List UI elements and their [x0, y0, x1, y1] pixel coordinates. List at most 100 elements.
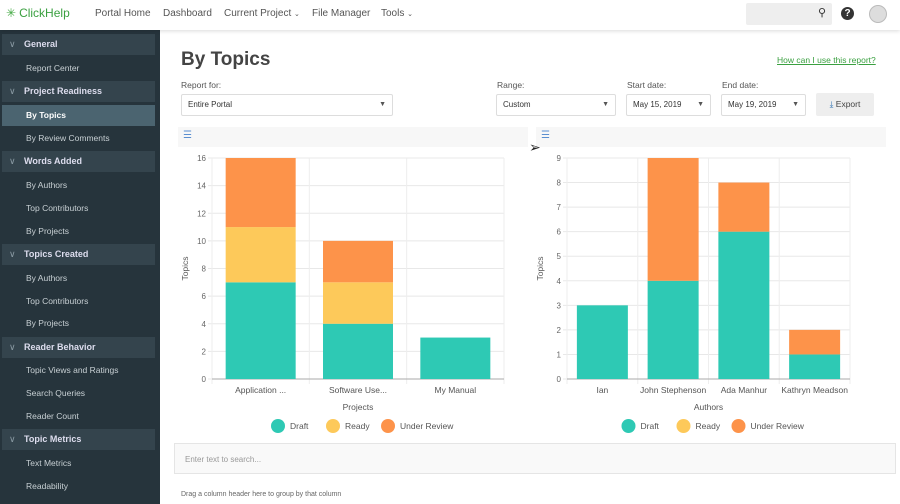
- clickhelp-logo[interactable]: ✳ ClickHelp: [6, 6, 70, 20]
- bar-draft: [225, 282, 296, 379]
- start-date-picker[interactable]: May 15, 2019 ▼: [626, 94, 711, 116]
- grid-search-input[interactable]: Enter text to search...: [174, 443, 896, 474]
- top-bar: ✳ ClickHelp Portal Home Dashboard Current…: [0, 0, 900, 30]
- chart-toolbar-projects: ☰: [178, 127, 528, 147]
- dropdown-arrow-icon: ▼: [379, 101, 386, 108]
- sidebar: General Report Center Project Readiness By …: [0, 30, 160, 504]
- legend-label: Draft: [641, 421, 660, 431]
- bar-under-review: [718, 182, 770, 232]
- legend-label: Under Review: [751, 421, 805, 431]
- y-axis-title: Topics: [535, 256, 545, 280]
- y-tick-label: 4: [557, 277, 562, 286]
- sidebar-item-by-authors[interactable]: By Authors: [26, 180, 68, 190]
- report-for-label: Report for:: [181, 80, 222, 90]
- sidebar-section-reader-behavior[interactable]: Reader Behavior: [2, 337, 155, 358]
- y-tick-label: 14: [197, 182, 206, 191]
- sidebar-item-by-authors[interactable]: By Authors: [26, 273, 68, 283]
- sidebar-section-words-added[interactable]: Words Added: [2, 151, 155, 172]
- help-icon[interactable]: ?: [841, 7, 854, 20]
- chevron-down-icon: ⌄: [407, 11, 414, 18]
- legend-marker: [676, 419, 691, 433]
- range-select[interactable]: Custom ▼: [496, 94, 616, 116]
- list-icon[interactable]: ☰: [183, 130, 192, 141]
- sidebar-item-top-contributors[interactable]: Top Contributors: [26, 296, 89, 306]
- nav-portal-home[interactable]: Portal Home: [95, 8, 151, 19]
- bar-draft: [576, 305, 628, 379]
- avatar[interactable]: [869, 5, 887, 23]
- y-tick-label: 1: [557, 350, 562, 359]
- sidebar-item-by-review-comments[interactable]: By Review Comments: [26, 133, 110, 143]
- end-date-picker[interactable]: May 19, 2019 ▼: [721, 94, 806, 116]
- logo-icon: ✳: [6, 6, 17, 20]
- legend-label: Draft: [290, 421, 309, 431]
- end-date-label: End date:: [722, 80, 759, 90]
- legend-marker: [271, 419, 285, 433]
- y-tick-label: 4: [202, 320, 207, 329]
- bar-draft: [647, 280, 699, 379]
- dropdown-arrow-icon: ▼: [792, 101, 799, 108]
- x-tick-label: Ada Manhur: [721, 385, 767, 395]
- legend-label: Ready: [696, 421, 721, 431]
- y-tick-label: 9: [557, 154, 562, 163]
- search-icon[interactable]: ⚲: [817, 7, 826, 19]
- sidebar-item-reader-count[interactable]: Reader Count: [26, 411, 79, 421]
- y-tick-label: 16: [197, 154, 206, 163]
- sidebar-item-topic-views-and-ratings[interactable]: Topic Views and Ratings: [26, 365, 119, 375]
- sidebar-item-report-center[interactable]: Report Center: [26, 63, 80, 73]
- search-input[interactable]: ⚲: [746, 3, 832, 25]
- sidebar-item-readability[interactable]: Readability: [26, 481, 69, 491]
- bar-draft: [718, 231, 770, 379]
- report-for-select[interactable]: Entire Portal ▼: [181, 94, 393, 116]
- group-by-hint: Drag a column header here to group by th…: [181, 491, 342, 498]
- sidebar-section-general[interactable]: General: [2, 34, 155, 55]
- nav-dashboard[interactable]: Dashboard: [163, 8, 212, 19]
- y-tick-label: 2: [557, 326, 562, 335]
- y-tick-label: 8: [202, 265, 207, 274]
- sidebar-item-search-queries[interactable]: Search Queries: [26, 388, 86, 398]
- bar-under-review: [225, 158, 296, 228]
- chart-toolbar-authors: ☰: [536, 127, 886, 147]
- sidebar-section-topic-metrics[interactable]: Topic Metrics: [2, 429, 155, 450]
- x-tick-label: Software Use...: [329, 385, 387, 395]
- y-tick-label: 2: [202, 347, 207, 356]
- bar-draft: [420, 337, 491, 379]
- legend-marker: [326, 419, 340, 433]
- chevron-down-icon: ⌄: [294, 11, 300, 18]
- range-label: Range:: [497, 80, 525, 90]
- x-tick-label: John Stephenson: [640, 385, 706, 395]
- sidebar-item-by-projects[interactable]: By Projects: [26, 226, 69, 236]
- bar-under-review: [789, 329, 841, 355]
- y-tick-label: 12: [197, 209, 206, 218]
- x-axis-title: Projects: [343, 402, 374, 412]
- nav-tools[interactable]: Tools ⌄: [381, 8, 414, 19]
- y-axis-title: Topics: [180, 256, 190, 280]
- sidebar-item-by-projects[interactable]: By Projects: [26, 318, 69, 328]
- help-link[interactable]: How can I use this report?: [777, 55, 876, 65]
- x-tick-label: Kathryn Meadson: [781, 385, 848, 395]
- sidebar-section-topics-created[interactable]: Topics Created: [2, 244, 155, 265]
- y-tick-label: 5: [557, 252, 562, 261]
- sidebar-item-top-contributors[interactable]: Top Contributors: [26, 203, 89, 213]
- y-tick-label: 3: [557, 301, 562, 310]
- y-tick-label: 10: [197, 237, 206, 246]
- y-tick-label: 0: [557, 375, 562, 384]
- sidebar-section-project-readiness[interactable]: Project Readiness: [2, 81, 155, 102]
- y-tick-label: 7: [557, 203, 562, 212]
- dropdown-arrow-icon: ▼: [697, 101, 704, 108]
- nav-file-manager[interactable]: File Manager: [312, 8, 371, 19]
- sidebar-item-text-metrics[interactable]: Text Metrics: [26, 458, 72, 468]
- sidebar-item-by-topics[interactable]: By Topics: [2, 105, 155, 126]
- y-tick-label: 6: [557, 228, 562, 237]
- nav-current-project[interactable]: Current Project ⌄: [224, 8, 300, 19]
- legend-marker: [381, 419, 395, 433]
- y-tick-label: 0: [202, 375, 207, 384]
- list-icon[interactable]: ☰: [541, 130, 550, 141]
- bar-draft: [323, 323, 393, 379]
- mouse-cursor-icon: ➢: [529, 139, 541, 155]
- export-button[interactable]: ⤓ Export: [816, 93, 874, 116]
- bar-under-review: [647, 158, 699, 281]
- bar-ready: [225, 227, 296, 283]
- y-tick-label: 8: [557, 179, 562, 188]
- legend-marker: [621, 419, 636, 433]
